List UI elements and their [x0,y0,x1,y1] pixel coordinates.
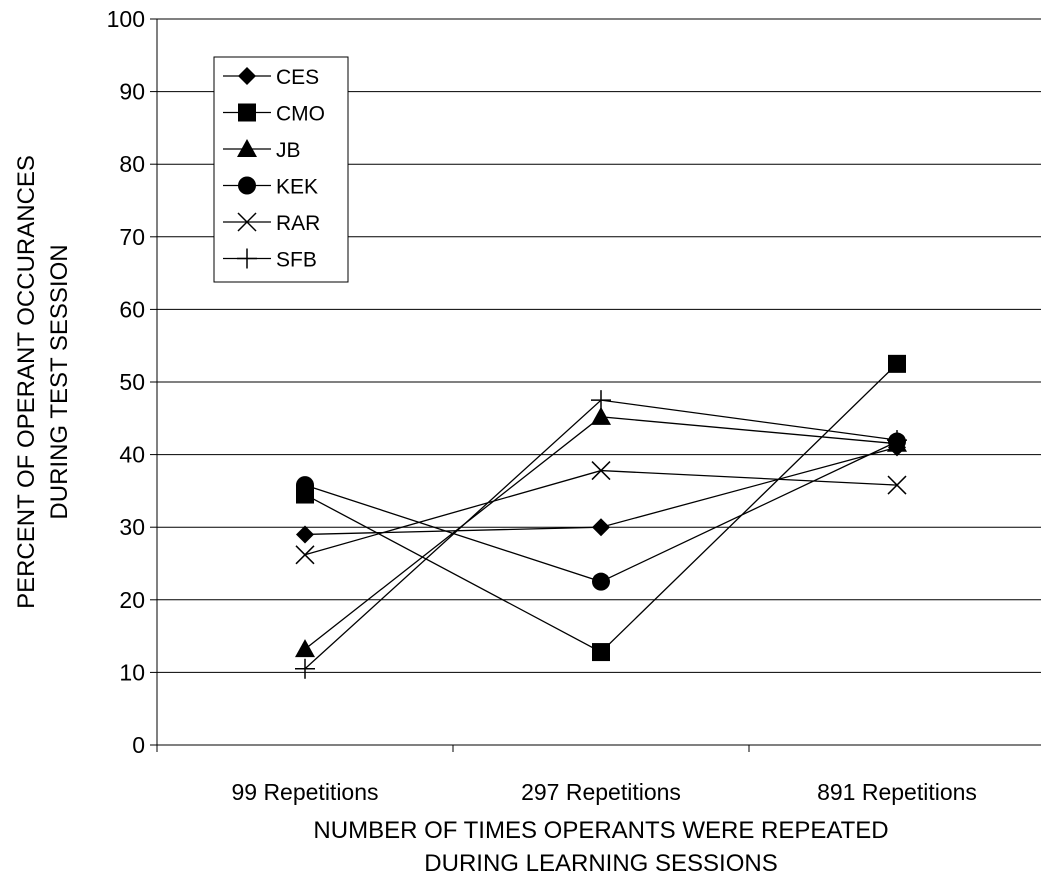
x-marker-stroke [295,545,315,565]
plus-marker [887,430,907,451]
legend-item-ces: CES [223,66,319,89]
series-markers-rar [295,461,907,565]
series-markers-kek [296,432,906,591]
legend-item-jb: JB [223,139,301,162]
legend-label: JB [276,139,301,162]
diamond-marker [238,67,256,85]
plus-marker [295,658,315,679]
legend-label: KEK [276,176,318,199]
legend-box [213,56,349,283]
y-tick-label: 20 [119,587,145,613]
x-tick-label: 891 Repetitions [817,779,977,805]
square-marker [592,643,610,662]
y-axis-title: DURING TEST SESSION [46,244,73,519]
legend-label: SFB [276,249,317,272]
circle-marker [296,476,314,495]
y-tick-label: 70 [119,224,145,250]
plus-marker [237,248,257,269]
y-axis-title: PERCENT OF OPERANT OCCURANCES [13,155,40,609]
diamond-marker [592,518,610,537]
axes [150,18,1041,752]
series-markers-ces [296,438,906,544]
legend-label: RAR [276,212,320,235]
x-marker-stroke [237,212,257,232]
y-tick-label: 0 [132,732,145,758]
x-marker [237,212,257,232]
square-marker [238,103,256,122]
x-tick-label: 297 Repetitions [521,779,681,805]
x-marker [591,461,611,481]
x-tick-label: 99 Repetitions [231,779,378,805]
plus-marker [591,390,611,411]
y-tick-label: 30 [119,514,145,540]
triangle-marker [591,406,611,425]
x-marker-stroke [887,475,907,495]
x-marker [295,545,315,565]
diamond-marker [296,525,314,544]
square-marker [888,354,906,373]
y-tick-label: 10 [119,659,145,685]
x-axis-title: DURING LEARNING SESSIONS [424,850,777,877]
triangle-marker [295,639,315,658]
x-axis-title: NUMBER OF TIMES OPERANTS WERE REPEATED [313,817,888,844]
x-marker-stroke [591,461,611,481]
legend-label: CES [276,66,319,89]
y-tick-label: 100 [107,6,145,32]
series-line-kek [304,440,898,583]
series-markers-sfb [295,390,907,679]
legend-label: CMO [276,103,325,126]
x-tick-labels: 99 Repetitions 297 Repetitions 891 Repetit… [231,779,976,805]
legend-item-sfb: SFB [223,248,317,272]
y-tick-labels: 0 10 20 30 40 50 60 70 80 90 100 [107,6,145,758]
circle-marker [238,176,256,195]
legend-item-kek: KEK [223,176,318,199]
legend: CES CMO JB KEK RAR SFB [213,56,349,283]
legend-item-cmo: CMO [223,103,325,126]
legend-item-rar: RAR [223,212,320,235]
y-tick-label: 60 [119,296,145,322]
y-tick-label: 50 [119,369,145,395]
y-tick-label: 40 [119,442,145,468]
circle-marker [592,572,610,591]
y-tick-label: 80 [119,151,145,177]
axis-titles: NUMBER OF TIMES OPERANTS WERE REPEATED DU… [13,155,889,877]
triangle-marker [237,139,257,157]
x-marker [887,475,907,495]
y-tick-label: 90 [119,79,145,105]
series-markers [295,354,907,679]
